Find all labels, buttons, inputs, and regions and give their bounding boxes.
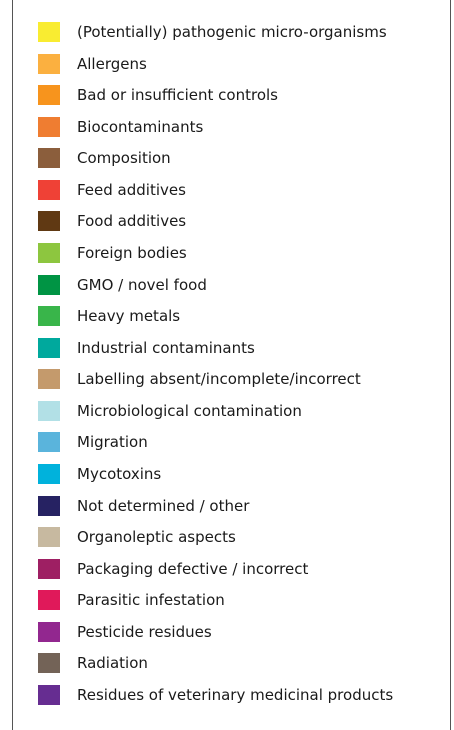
legend-item: Residues of veterinary medicinal product… bbox=[38, 684, 393, 706]
legend-swatch bbox=[38, 400, 60, 421]
legend-swatch bbox=[38, 621, 60, 642]
legend-swatch bbox=[38, 22, 60, 42]
legend-label: Industrial contaminants bbox=[77, 338, 255, 357]
legend: (Potentially) pathogenic micro-organisms… bbox=[12, 0, 451, 730]
legend-item: Migration bbox=[38, 431, 148, 453]
legend-swatch bbox=[38, 242, 60, 263]
legend-label: Labelling absent/incomplete/incorrect bbox=[77, 370, 361, 389]
legend-label: Microbiological contamination bbox=[77, 401, 302, 420]
legend-swatch bbox=[38, 558, 60, 579]
legend-item: Food additives bbox=[38, 210, 186, 232]
legend-item: (Potentially) pathogenic micro-organisms bbox=[38, 21, 387, 43]
legend-item: Heavy metals bbox=[38, 305, 180, 327]
legend-item: Parasitic infestation bbox=[38, 589, 225, 611]
legend-item: Industrial contaminants bbox=[38, 337, 255, 359]
legend-swatch bbox=[38, 653, 60, 674]
legend-swatch bbox=[38, 463, 60, 484]
legend-swatch bbox=[38, 337, 60, 358]
legend-swatch bbox=[38, 85, 60, 106]
legend-swatch bbox=[38, 432, 60, 453]
legend-label: Organoleptic aspects bbox=[77, 528, 236, 547]
legend-label: Bad or insufficient controls bbox=[77, 86, 278, 105]
legend-label: Heavy metals bbox=[77, 307, 181, 326]
legend-label: (Potentially) pathogenic micro-organisms bbox=[77, 23, 387, 41]
legend-swatch bbox=[38, 116, 60, 137]
legend-label: GMO / novel food bbox=[77, 275, 207, 294]
legend-swatch bbox=[38, 684, 60, 705]
legend-item: Feed additives bbox=[38, 179, 186, 201]
legend-item: Biocontaminants bbox=[38, 116, 203, 138]
legend-swatch bbox=[38, 527, 60, 548]
legend-label: Packaging defective / incorrect bbox=[77, 559, 309, 578]
legend-swatch bbox=[38, 211, 60, 232]
legend-item: Foreign bodies bbox=[38, 242, 187, 264]
legend-label: Composition bbox=[77, 149, 171, 168]
legend-swatch bbox=[38, 148, 60, 169]
legend-swatch bbox=[38, 306, 60, 327]
legend-item: Mycotoxins bbox=[38, 463, 161, 485]
legend-item: Bad or insufficient controls bbox=[38, 84, 278, 106]
legend-item: Organoleptic aspects bbox=[38, 526, 236, 548]
legend-label: Parasitic infestation bbox=[77, 591, 225, 610]
legend-item: Radiation bbox=[38, 652, 148, 674]
legend-swatch bbox=[38, 53, 60, 74]
legend-label: Biocontaminants bbox=[77, 117, 204, 136]
legend-swatch bbox=[38, 495, 60, 516]
legend-item: Labelling absent/incomplete/incorrect bbox=[38, 368, 361, 390]
legend-swatch bbox=[38, 590, 60, 611]
legend-item: Not determined / other bbox=[38, 495, 249, 517]
legend-swatch bbox=[38, 369, 60, 390]
legend-label: Food additives bbox=[77, 212, 187, 231]
legend-item: Allergens bbox=[38, 53, 147, 75]
legend-label: Allergens bbox=[77, 54, 147, 73]
legend-swatch bbox=[38, 179, 60, 200]
legend-label: Residues of veterinary medicinal product… bbox=[77, 685, 394, 704]
legend-item: Microbiological contamination bbox=[38, 400, 302, 422]
legend-label: Pesticide residues bbox=[77, 622, 212, 641]
legend-item: Composition bbox=[38, 147, 171, 169]
legend-label: Radiation bbox=[77, 654, 148, 673]
legend-item: GMO / novel food bbox=[38, 274, 207, 296]
legend-label: Feed additives bbox=[77, 180, 186, 199]
legend-label: Migration bbox=[77, 433, 148, 452]
legend-label: Foreign bodies bbox=[77, 243, 187, 262]
legend-item: Packaging defective / incorrect bbox=[38, 558, 308, 580]
legend-swatch bbox=[38, 274, 60, 295]
legend-label: Mycotoxins bbox=[77, 464, 162, 483]
legend-label: Not determined / other bbox=[77, 496, 250, 515]
legend-item: Pesticide residues bbox=[38, 621, 212, 643]
